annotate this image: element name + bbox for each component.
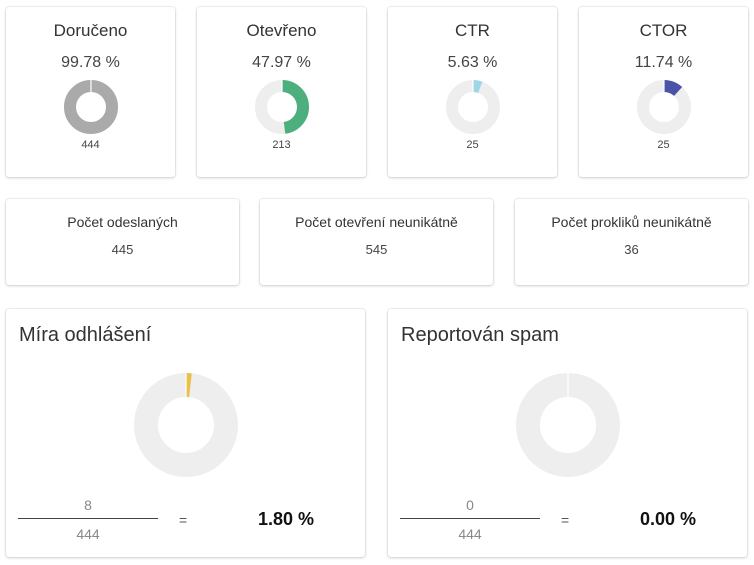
kpi-donut-chart [636,80,691,134]
stat-card-sent: Počet odeslaných 445 [6,199,239,285]
equals-sign: = [561,512,570,528]
stat-title: Počet odeslaných [67,214,178,230]
rate-fraction: 0 444 [400,497,540,542]
kpi-card-ctor: CTOR 11.74 % 25 [579,7,748,177]
rate-denominator: 444 [458,526,482,542]
stat-title: Počet otevření neunikátně [295,214,458,230]
kpi-card-opened: Otevřeno 47.97 % 213 [197,7,366,177]
kpi-title: CTR [455,21,490,40]
rate-numerator: 8 [84,497,92,513]
stat-value: 36 [624,242,639,257]
kpi-percentage: 5.63 % [447,54,498,71]
rate-result: 0.00 % [639,509,697,529]
kpi-count: 25 [657,139,670,151]
stat-card-clicks: Počet prokliků neunikátně 36 [515,199,748,285]
rate-card-unsubscribe: Míra odhlášení 8 444 = 1.80 % [6,309,365,557]
rate-title: Míra odhlášení [19,324,152,346]
rate-numerator: 0 [466,497,474,513]
fraction-line [18,518,158,519]
kpi-count: 444 [81,139,100,151]
kpi-count: 25 [466,139,479,151]
kpi-donut-chart [445,80,500,134]
kpi-percentage: 99.78 % [61,54,120,71]
rate-card-spam: Reportován spam 0 444 = 0.00 % [388,309,747,557]
rate-result: 1.80 % [257,509,315,529]
rate-donut-chart [134,373,238,477]
kpi-donut-chart [63,80,118,134]
rate-title: Reportován spam [401,324,559,346]
stat-value: 545 [365,242,388,257]
rate-fraction: 8 444 [18,497,158,542]
stat-title: Počet prokliků neunikátně [551,214,712,230]
stat-card-opens: Počet otevření neunikátně 545 [260,199,493,285]
kpi-percentage: 47.97 % [252,54,311,71]
rate-donut-chart [516,373,620,477]
kpi-count: 213 [272,139,291,151]
kpi-title: Doručeno [53,21,128,40]
kpi-title: Otevřeno [246,21,317,40]
equals-sign: = [179,512,188,528]
fraction-line [400,518,540,519]
kpi-card-ctr: CTR 5.63 % 25 [388,7,557,177]
stat-value: 445 [111,242,134,257]
rate-denominator: 444 [76,526,100,542]
kpi-card-delivered: Doručeno 99.78 % 444 [6,7,175,177]
kpi-title: CTOR [639,21,688,40]
kpi-donut-chart [254,80,309,134]
kpi-percentage: 11.74 % [634,54,693,71]
